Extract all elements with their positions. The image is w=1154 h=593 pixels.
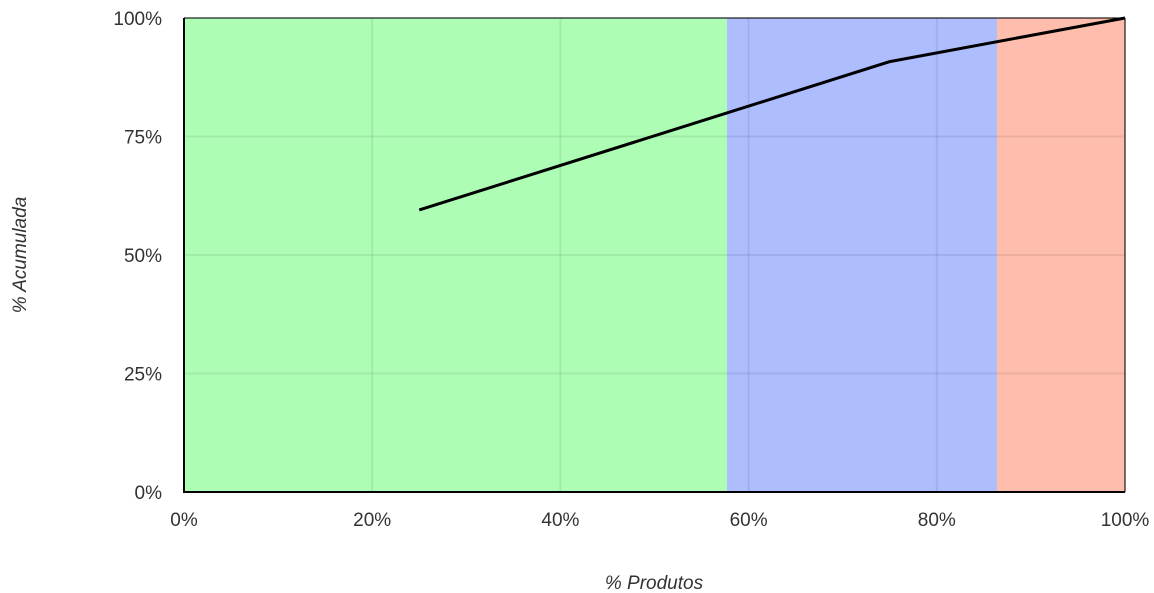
region-c (997, 18, 1125, 492)
x-tick-label: 40% (541, 510, 579, 531)
y-tick-label: 25% (124, 365, 162, 386)
abc-regions (184, 18, 1125, 492)
y-axis-title: % Acumulada (10, 197, 31, 314)
y-tick-label: 100% (113, 9, 162, 30)
x-tick-label: 0% (170, 510, 198, 531)
x-axis-title: % Produtos (605, 573, 704, 593)
region-a (184, 18, 727, 492)
region-b (726, 18, 998, 492)
x-tick-label: 80% (918, 510, 956, 531)
cumulative-line (418, 16, 1126, 212)
x-tick-label: 20% (353, 510, 391, 531)
series-layer (418, 16, 1126, 212)
x-tick-labels: 0% 20% 40% 60% 80% 100% (170, 510, 1149, 531)
x-tick-label: 60% (730, 510, 768, 531)
y-tick-label: 0% (135, 483, 163, 504)
y-tick-label: 50% (124, 246, 162, 267)
axes (183, 17, 1126, 493)
x-tick-label: 100% (1101, 510, 1150, 531)
y-tick-labels: 0% 25% 50% 75% 100% (113, 9, 162, 504)
y-tick-label: 75% (124, 128, 162, 149)
